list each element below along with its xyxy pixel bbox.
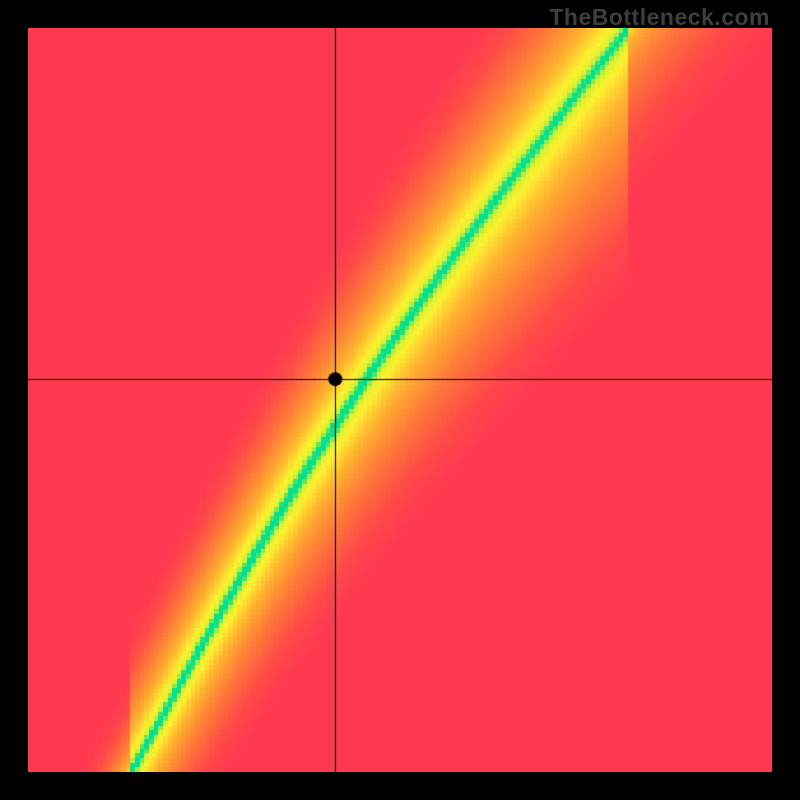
watermark-text: TheBottleneck.com xyxy=(549,4,770,31)
frame-left xyxy=(0,0,28,800)
bottleneck-heatmap xyxy=(28,28,772,772)
frame-bottom xyxy=(0,772,800,800)
frame-right xyxy=(772,0,800,800)
